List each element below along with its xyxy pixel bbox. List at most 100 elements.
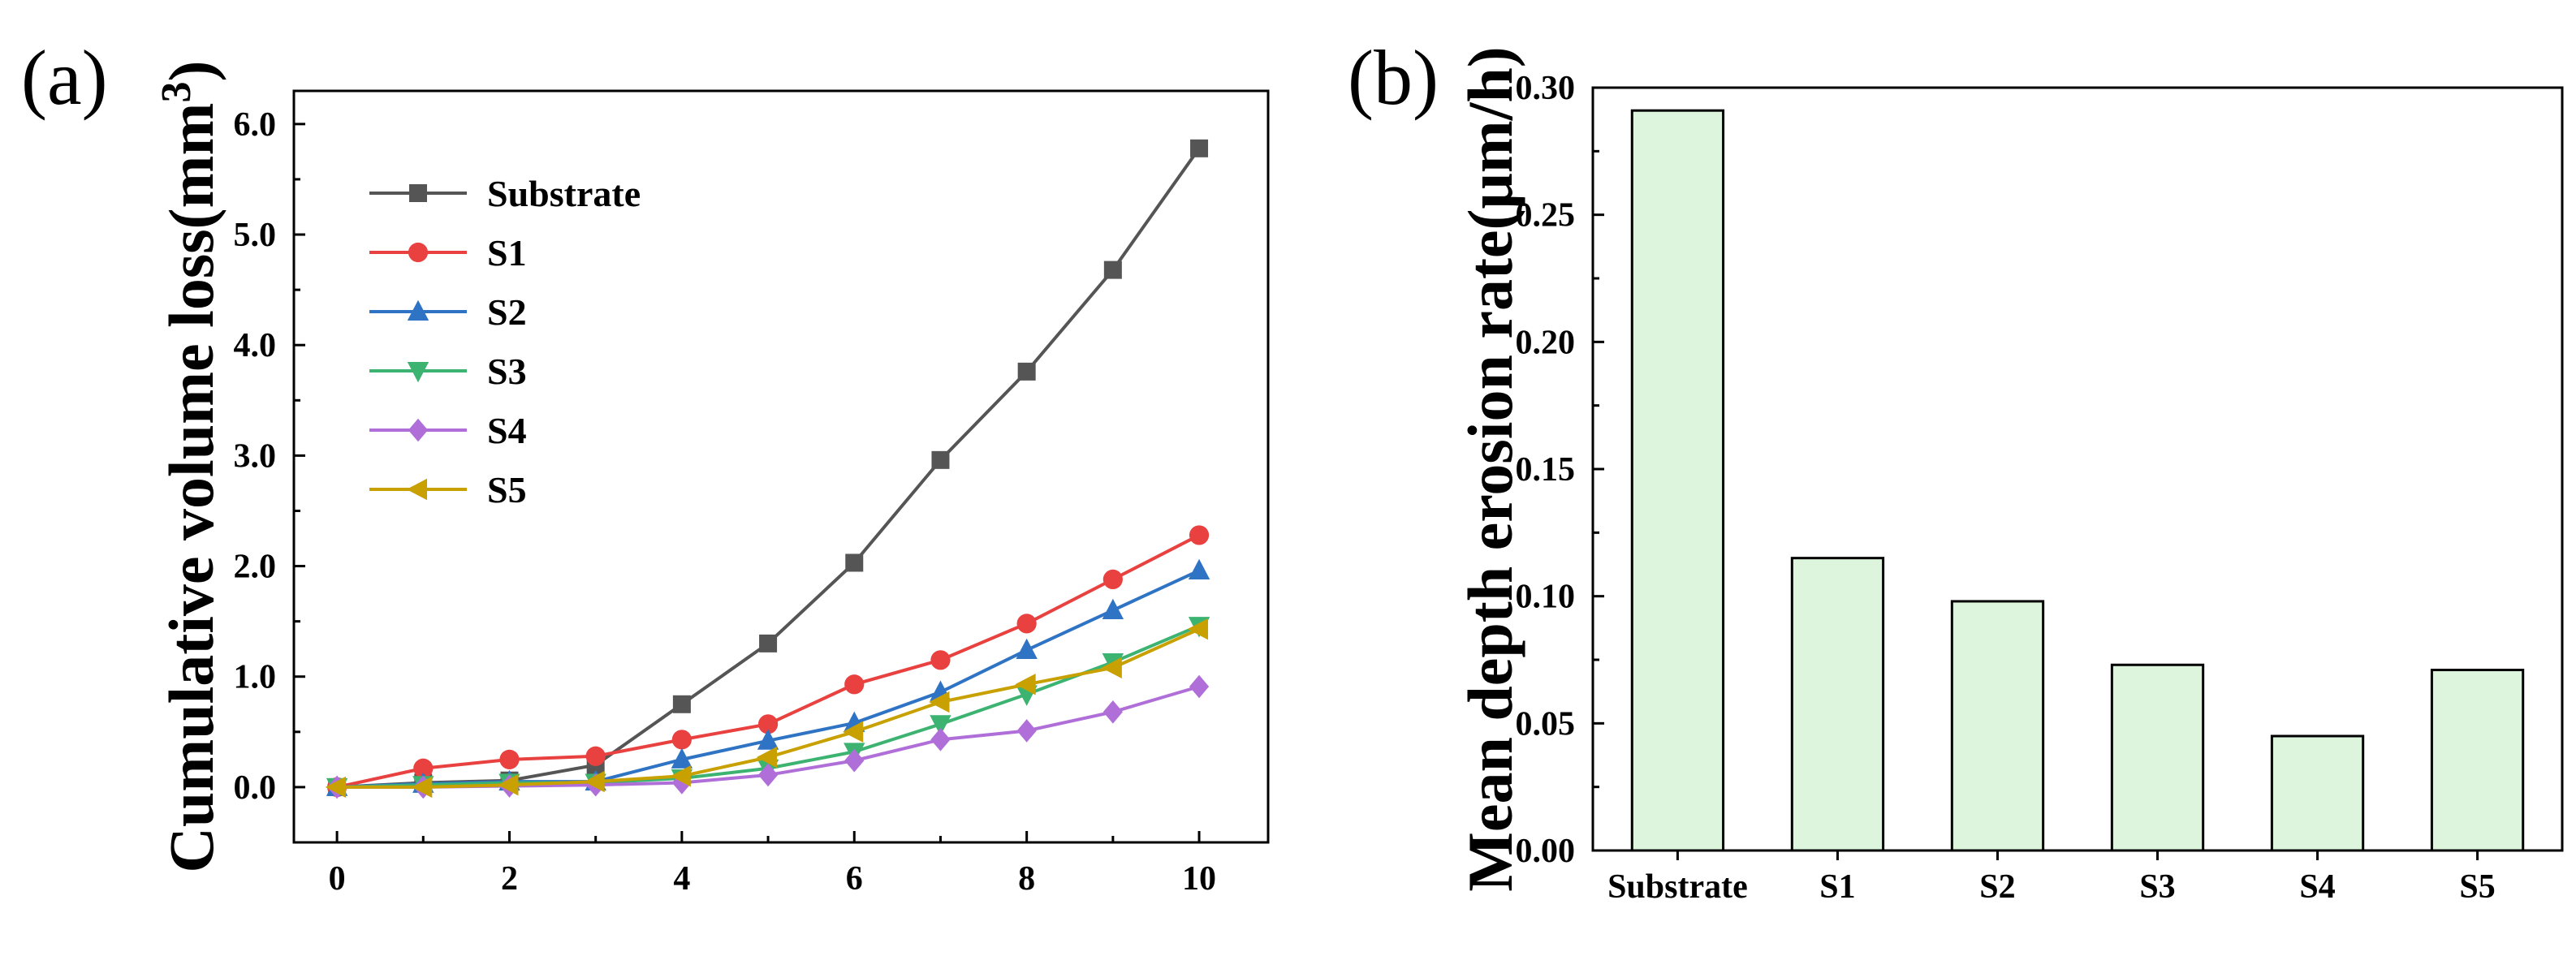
legend-label: S3 [487, 351, 527, 392]
x-tick-label-b: Substrate [1607, 868, 1748, 906]
bar-s2 [1950, 600, 2045, 852]
data-point-s5 [1101, 657, 1122, 679]
legend-marker [407, 362, 429, 383]
legend-marker [409, 184, 427, 202]
legend-label: S2 [487, 291, 527, 333]
legend-marker [408, 418, 429, 442]
panel-label-a: (a) [21, 34, 108, 121]
legend-item-s5: S5 [369, 469, 527, 510]
data-point-s4 [757, 763, 779, 787]
data-point-s2 [671, 747, 693, 769]
data-point-s4 [1102, 700, 1123, 724]
data-point-s1 [1016, 614, 1037, 634]
data-point-substrate [1190, 139, 1209, 157]
x-tick-label-b: S2 [1979, 868, 2015, 906]
axis-ticks-a: 0 2 4 6 8 10 0.0 1.0 2.0 3.0 4.0 5.0 6.0 [234, 106, 1217, 898]
data-point-s5 [325, 776, 347, 799]
y-axis-title-a-sup: 3 [153, 82, 200, 103]
y-tick-label-a: 3.0 [234, 437, 277, 475]
bars-group-b [1630, 109, 2525, 852]
series-s5 [325, 618, 1209, 799]
data-point-s1 [1102, 569, 1123, 590]
bar-s5 [2430, 669, 2525, 852]
data-point-s5 [670, 765, 691, 787]
y-tick-label-b: 0.20 [1516, 324, 1576, 361]
legend-a: Substrate S1 S2 S3 S4 S5 [369, 173, 641, 510]
data-point-s1 [585, 746, 606, 766]
legend-item-s1: S1 [369, 232, 527, 273]
axis-ticks-b: Substrate S1 S2 S3 S4 S5 0.00 0.05 0.10 0.15 0.20 0… [1516, 70, 2496, 906]
x-tick-label-b: S5 [2459, 868, 2495, 906]
series-group-a [325, 139, 1210, 799]
data-point-s1 [757, 714, 779, 734]
series-line-substrate [336, 147, 1201, 789]
data-point-s2 [757, 729, 779, 750]
data-point-s2 [1188, 558, 1210, 580]
y-tick-label-a: 4.0 [234, 327, 277, 364]
bar-s3 [2110, 663, 2205, 852]
data-point-s4 [1016, 719, 1037, 743]
legend-label: Substrate [487, 173, 641, 214]
legend-item-substrate: Substrate [369, 173, 641, 214]
data-point-s5 [929, 691, 950, 713]
x-tick-label-a: 6 [846, 860, 863, 898]
data-point-s5 [1187, 618, 1209, 640]
y-tick-label-b: 0.15 [1516, 451, 1576, 489]
chart-a: (a) 0 2 4 6 8 10 0.0 1.0 2.0 3.0 4.0 5.0 6.0 Substra… [21, 34, 1270, 898]
data-point-substrate [1017, 362, 1036, 381]
data-point-s3 [930, 715, 951, 736]
data-point-s4 [671, 771, 692, 795]
y-tick-label-b: 0.10 [1516, 579, 1576, 616]
x-tick-label-a: 4 [673, 860, 690, 898]
y-axis-title-a-close: ) [156, 61, 227, 82]
plot-frame-b [1591, 86, 2564, 852]
y-tick-label-a: 0.0 [234, 769, 277, 807]
data-point-substrate [931, 450, 950, 469]
data-point-s1 [671, 730, 692, 750]
data-point-substrate [759, 634, 778, 652]
data-point-s5 [1015, 674, 1036, 695]
x-tick-label-a: 2 [501, 860, 518, 898]
data-point-s2 [1102, 598, 1124, 620]
data-point-substrate [845, 553, 864, 572]
data-point-s2 [1016, 638, 1038, 660]
data-point-s5 [498, 773, 519, 796]
data-point-s1 [844, 674, 865, 695]
data-point-s1 [930, 650, 951, 670]
legend-item-s4: S4 [369, 410, 527, 451]
series-substrate [328, 139, 1209, 796]
data-point-s1 [413, 758, 434, 778]
data-point-s5 [756, 746, 778, 769]
legend-item-s2: S2 [369, 291, 527, 333]
x-tick-label-b: S4 [2299, 868, 2335, 906]
plot-frame-a [292, 89, 1270, 844]
legend-marker [407, 299, 429, 321]
data-point-s5 [584, 770, 605, 793]
x-tick-label-a: 8 [1018, 860, 1035, 898]
legend-label: S4 [487, 410, 527, 451]
y-tick-label-b: 0.05 [1516, 705, 1576, 743]
data-point-s1 [1189, 525, 1210, 545]
data-point-s4 [844, 748, 865, 773]
bar-s4 [2270, 734, 2365, 852]
y-tick-label-b: 0.00 [1516, 833, 1576, 870]
y-axis-title-a: Cumulative volume loss(mm3) [153, 61, 227, 873]
panel-label-b: (b) [1348, 34, 1439, 121]
x-tick-label-a: 0 [329, 860, 346, 898]
data-point-s4 [1189, 674, 1210, 699]
x-tick-label-b: S3 [2139, 868, 2175, 906]
y-tick-label-a: 1.0 [234, 659, 277, 696]
y-axis-title-a-text: Cumulative volume loss(mm [156, 103, 227, 873]
data-point-substrate [672, 695, 691, 713]
bar-substrate [1630, 109, 1725, 852]
data-point-s5 [842, 721, 864, 743]
legend-label: S5 [487, 469, 527, 510]
legend-item-s3: S3 [369, 351, 527, 392]
legend-marker [408, 242, 429, 263]
x-tick-label-b: S1 [1819, 868, 1855, 906]
y-tick-label-a: 2.0 [234, 549, 277, 586]
bar-s1 [1790, 557, 1885, 852]
y-axis-title-b: Mean depth erosion rate(μm/h) [1455, 46, 1525, 892]
y-tick-label-b: 0.25 [1516, 197, 1576, 235]
